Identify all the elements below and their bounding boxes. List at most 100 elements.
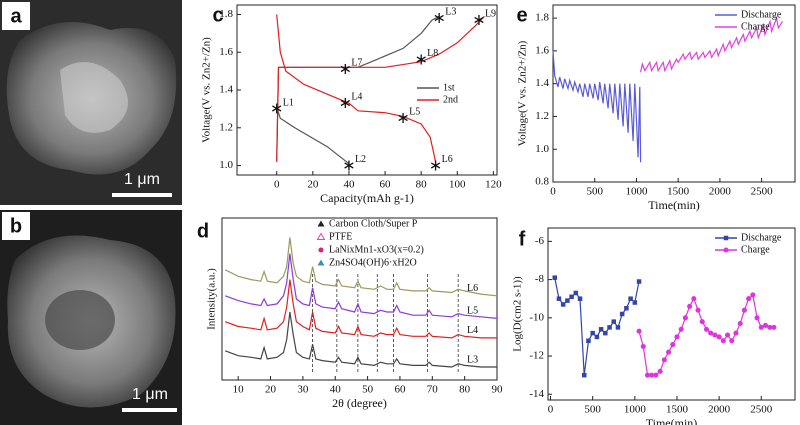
panel-label: c (212, 4, 223, 26)
x-tick-label: 0 (548, 404, 554, 416)
series-line (640, 15, 784, 73)
annotation: L6 (442, 154, 453, 165)
marker (565, 298, 570, 303)
sem-image-a: a 1 μm (0, 0, 182, 205)
marker (598, 327, 604, 332)
legend-label: Carbon Cloth/Super P (329, 218, 418, 229)
x-tick-label: 1000 (624, 404, 647, 416)
marker (569, 294, 574, 300)
chart: f 0 500 1000 1500 2000 2500 -14 -12 -10 -8 -6 Time(m… (512, 227, 796, 425)
panel-label: d (197, 220, 209, 242)
legend-label: Discharge (741, 9, 782, 20)
particle-detail (45, 290, 115, 350)
marker (682, 315, 688, 321)
marker (573, 290, 579, 296)
panel-label: e (516, 4, 527, 26)
marker (577, 296, 583, 301)
sem-image-b: b 1 μm (0, 210, 182, 425)
y-tick-label: 1.4 (219, 84, 233, 96)
y-axis-label: Intensity(a.u.) (206, 268, 218, 330)
marker (560, 302, 566, 307)
x-tick-label: 80 (459, 384, 471, 396)
x-tick-label: 0 (550, 186, 556, 198)
plot-frame (221, 217, 498, 381)
annotation-marker: ∗ (414, 52, 427, 69)
legend-label: 1st (443, 82, 455, 93)
x-tick-label: 40 (330, 384, 342, 396)
x-tick-label: 70 (427, 384, 439, 396)
marker (771, 324, 777, 330)
legend-label: Zn4SO4(OH)6·xH2O (329, 257, 417, 268)
annotation: L1 (283, 97, 294, 108)
y-tick-label: -8 (535, 273, 545, 285)
marker (720, 338, 726, 344)
marker (552, 275, 557, 280)
y-tick-label: 1.6 (219, 46, 233, 58)
legend-label: LaNixMn1-xO3(x=0.2) (329, 244, 424, 255)
x-tick-label: 120 (485, 179, 502, 191)
scale-bar-label: 1 μm (132, 386, 168, 403)
y-tick-label: 1.8 (219, 8, 233, 20)
annotation: L3 (445, 7, 456, 18)
x-tick-label: 10 (233, 384, 245, 396)
series-label: L3 (467, 354, 478, 365)
marker (590, 330, 595, 336)
x-tick-label: 0 (274, 179, 280, 191)
series-line (224, 279, 497, 339)
x-tick-label: 40 (343, 179, 355, 191)
series-line (276, 14, 485, 162)
marker (661, 357, 667, 363)
marker (556, 296, 562, 301)
marker (657, 368, 663, 374)
plot-frame (552, 4, 796, 183)
marker (712, 332, 718, 338)
marker (611, 319, 617, 324)
scale-bar (112, 193, 172, 197)
marker (716, 334, 722, 340)
y-axis-label: Voltage(V vs. Zn2+/Zn) (201, 37, 213, 143)
y-tick-label: -6 (535, 235, 545, 247)
legend-label: 2nd (443, 94, 458, 105)
marker (767, 324, 773, 330)
marker (678, 326, 684, 332)
y-tick-label: 1.6 (535, 44, 549, 56)
marker (703, 326, 710, 332)
series-line (224, 311, 497, 368)
marker (687, 303, 693, 309)
x-tick-label: 80 (416, 179, 428, 191)
legend-label: PTFE (329, 231, 352, 242)
x-tick-label: 60 (394, 384, 406, 396)
series-label: L6 (467, 283, 478, 294)
x-tick-label: 60 (380, 179, 392, 191)
x-tick-label: 2500 (751, 186, 774, 198)
marker (318, 247, 324, 253)
scale-bar (122, 408, 177, 412)
marker (317, 259, 325, 266)
y-tick-label: 1.8 (535, 12, 549, 24)
x-tick-label: 1500 (666, 404, 689, 416)
x-tick-label: 500 (584, 404, 601, 416)
x-tick-label: 20 (265, 384, 277, 396)
series-line (276, 15, 440, 165)
label-box (2, 2, 30, 30)
marker (741, 307, 747, 313)
y-tick-label: -10 (529, 311, 544, 323)
label-box (2, 212, 30, 240)
annotation: L9 (485, 9, 496, 20)
chart: c 0 20 40 60 80 100 120 1.0 1.2 1.4 1.6 1.8 Capacity(… (201, 4, 503, 204)
x-tick-label: 2000 (708, 404, 731, 416)
marker (594, 334, 600, 340)
annotation-marker: ∗ (339, 95, 352, 112)
marker (640, 343, 646, 350)
panel-label: f (519, 228, 526, 250)
particle-detail (60, 62, 128, 133)
marker (619, 311, 625, 317)
marker (691, 296, 697, 302)
marker (316, 232, 326, 240)
series-label: L4 (467, 325, 478, 336)
annotation-marker: ∗ (342, 157, 355, 174)
x-axis-label: Capacity(mAh g-1) (320, 191, 414, 205)
chart: e 0 500 1000 1500 2000 2500 0.8 1.0 1.2 1.4 1.6 1.8 T… (516, 4, 796, 212)
marker (632, 300, 638, 305)
